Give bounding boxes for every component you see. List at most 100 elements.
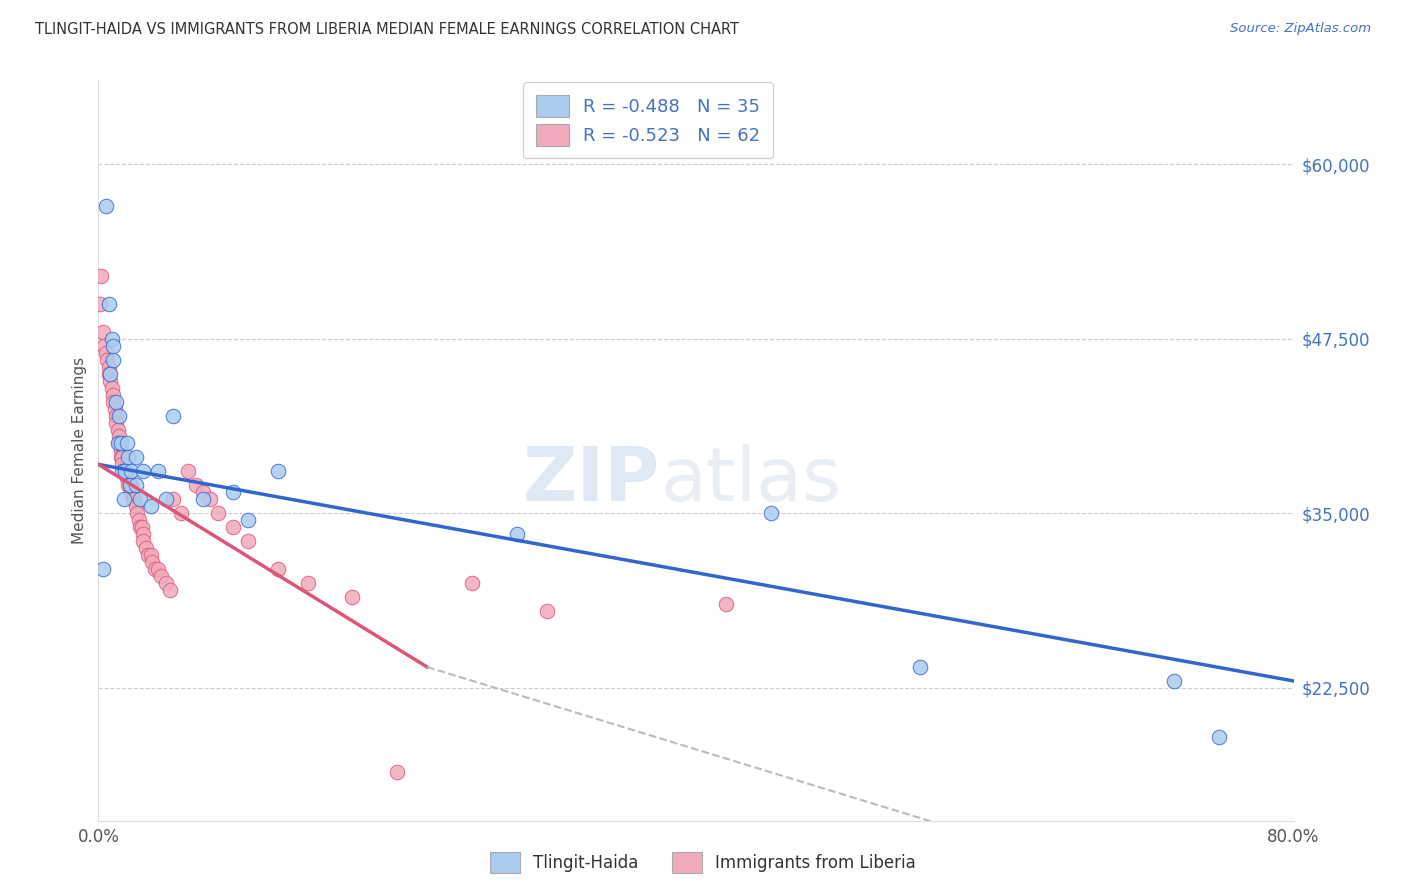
Point (97, 297, 120, 311)
Point (236, 534, 259, 549)
Text: atlas: atlas (661, 443, 841, 516)
Point (506, 527, 529, 541)
Point (342, 590, 364, 604)
Point (125, 500, 148, 514)
Point (207, 506, 229, 520)
Point (110, 450, 132, 465)
Point (108, 429, 131, 443)
Point (104, 401, 127, 416)
Point (125, 450, 148, 465)
Point (108, 409, 131, 423)
Point (139, 500, 162, 514)
Point (169, 506, 191, 520)
Point (105, 409, 128, 423)
Y-axis label: Median Female Earnings: Median Female Earnings (72, 357, 87, 544)
Point (101, 332, 124, 346)
Point (91, 325, 114, 339)
Point (132, 464, 155, 478)
Point (461, 576, 484, 591)
Point (129, 520, 152, 534)
Point (91, 562, 114, 576)
Point (118, 478, 141, 492)
Point (108, 436, 131, 450)
Point (129, 492, 152, 507)
Point (191, 492, 214, 507)
Point (1208, 730, 1230, 744)
Point (90, 268, 112, 283)
Point (1163, 673, 1185, 688)
Point (98, 374, 122, 388)
Point (267, 562, 290, 576)
Point (143, 562, 166, 576)
Point (141, 555, 163, 569)
Text: ZIP: ZIP (523, 443, 661, 516)
Point (120, 464, 142, 478)
Point (111, 450, 134, 465)
Point (297, 576, 319, 591)
Point (150, 569, 173, 583)
Point (714, 597, 737, 611)
Point (101, 381, 124, 395)
Point (94, 199, 117, 213)
Point (118, 478, 141, 492)
Point (98, 367, 122, 381)
Point (96, 352, 118, 367)
Point (139, 548, 162, 562)
Point (93, 339, 115, 353)
Point (131, 520, 153, 534)
Point (155, 492, 177, 507)
Point (125, 478, 148, 492)
Point (117, 478, 139, 492)
Point (159, 583, 181, 598)
Legend: R = -0.488   N = 35, R = -0.523   N = 62: R = -0.488 N = 35, R = -0.523 N = 62 (523, 82, 773, 159)
Point (103, 387, 125, 401)
Point (111, 464, 134, 478)
Point (132, 527, 155, 541)
Point (115, 436, 138, 450)
Point (127, 506, 149, 520)
Point (908, 660, 931, 674)
Point (105, 394, 128, 409)
Point (115, 471, 138, 485)
Point (112, 464, 135, 478)
Point (177, 464, 200, 478)
Point (121, 492, 143, 507)
Point (107, 436, 129, 450)
Point (759, 506, 782, 520)
Point (148, 464, 170, 478)
Point (135, 541, 157, 556)
Point (114, 464, 136, 478)
Point (110, 436, 132, 450)
Point (184, 478, 207, 492)
Point (120, 485, 142, 500)
Point (107, 423, 129, 437)
Point (222, 485, 245, 500)
Point (105, 416, 128, 430)
Point (103, 394, 125, 409)
Point (103, 339, 125, 353)
Point (536, 604, 558, 618)
Point (155, 576, 177, 591)
Point (267, 464, 290, 478)
Point (136, 548, 159, 562)
Point (236, 513, 259, 527)
Point (112, 492, 135, 507)
Point (162, 409, 184, 423)
Point (94, 345, 117, 359)
Legend: Tlingit-Haida, Immigrants from Liberia: Tlingit-Haida, Immigrants from Liberia (484, 846, 922, 880)
Point (128, 513, 150, 527)
Point (132, 534, 155, 549)
Point (89, 297, 111, 311)
Point (191, 485, 214, 500)
Point (110, 443, 132, 458)
Point (162, 492, 184, 507)
Point (103, 352, 125, 367)
Point (148, 562, 170, 576)
Point (114, 464, 136, 478)
Text: Source: ZipAtlas.com: Source: ZipAtlas.com (1230, 22, 1371, 36)
Point (385, 764, 409, 779)
Text: TLINGIT-HAIDA VS IMMIGRANTS FROM LIBERIA MEDIAN FEMALE EARNINGS CORRELATION CHAR: TLINGIT-HAIDA VS IMMIGRANTS FROM LIBERIA… (35, 22, 740, 37)
Point (222, 520, 245, 534)
Point (111, 458, 134, 472)
Point (124, 492, 146, 507)
